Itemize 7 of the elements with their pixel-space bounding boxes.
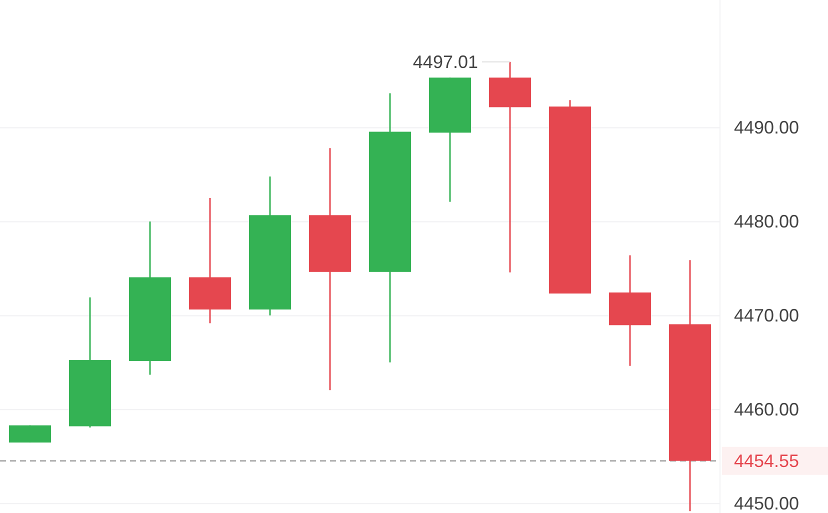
y-tick-label: 4450.00 <box>734 493 800 513</box>
ref-line-label: 4454.55 <box>734 451 800 472</box>
y-tick-label: 4490.00 <box>734 118 800 138</box>
annotation: 4497.01 <box>412 52 478 72</box>
y-tick-label: 4480.00 <box>734 211 800 232</box>
y-tick-label: 4470.00 <box>734 305 800 326</box>
y-tick-label: 4460.00 <box>734 399 800 420</box>
